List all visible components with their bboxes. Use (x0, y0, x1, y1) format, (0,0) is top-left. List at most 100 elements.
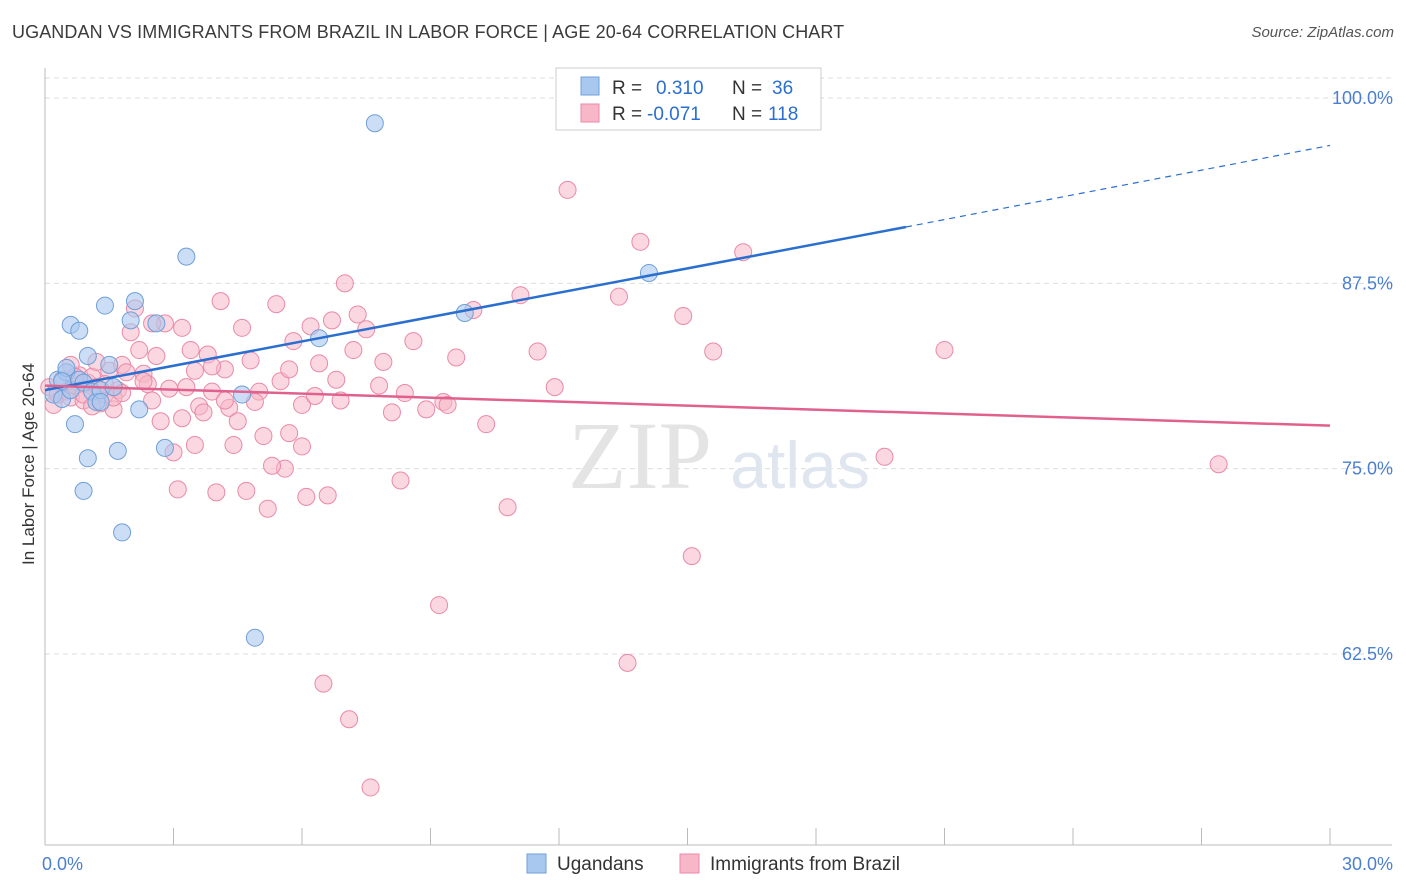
data-point-ugandans (121, 311, 140, 330)
data-point-brazil (233, 318, 252, 337)
data-point-brazil (314, 674, 333, 693)
data-point-brazil (293, 437, 311, 456)
data-point-brazil (477, 415, 496, 434)
data-point-ugandans (147, 314, 166, 333)
chart-title: UGANDAN VS IMMIGRANTS FROM BRAZIL IN LAB… (12, 22, 845, 42)
data-point-brazil (185, 435, 204, 454)
data-point-brazil (258, 499, 277, 518)
data-point-brazil (173, 409, 192, 428)
data-point-ugandans (95, 296, 114, 315)
legend-swatch-brazil (679, 853, 700, 874)
watermark: ZIP atlas (568, 402, 870, 509)
x-tick-label: 0.0% (42, 854, 83, 874)
stats-r-value-2: -0.071 (647, 104, 701, 125)
data-point-ugandans (108, 441, 127, 460)
data-point-brazil (322, 311, 341, 330)
data-point-brazil (404, 332, 423, 351)
data-point-brazil (147, 346, 166, 365)
data-point-brazil (327, 370, 346, 389)
watermark-atlas: atlas (730, 428, 869, 502)
stats-n-label-1: N = (732, 78, 762, 99)
data-point-brazil (609, 287, 628, 306)
data-point-ugandans (78, 346, 97, 365)
data-point-brazil (168, 480, 187, 499)
data-point-brazil (344, 341, 363, 360)
data-point-ugandans (245, 628, 264, 647)
data-point-brazil (228, 412, 247, 431)
data-point-ugandans (639, 263, 658, 282)
data-point-brazil (370, 376, 389, 395)
data-point-ugandans (100, 355, 119, 374)
data-point-brazil (211, 292, 230, 311)
legend-swatch-ugandans (526, 853, 547, 874)
stats-r-value-1: 0.310 (656, 78, 704, 99)
source-credit: Source: ZipAtlas.com (1251, 24, 1394, 41)
data-point-brazil (875, 447, 894, 466)
data-point-ugandans (65, 415, 84, 434)
stats-n-value-1: 36 (772, 78, 793, 99)
data-point-ugandans (70, 321, 89, 340)
data-point-brazil (130, 341, 149, 360)
data-point-brazil (417, 400, 436, 419)
data-point-brazil (1209, 455, 1228, 474)
data-point-brazil (293, 395, 311, 414)
watermark-zip: ZIP (568, 402, 712, 509)
data-point-brazil (185, 361, 204, 380)
data-point-brazil (181, 341, 200, 360)
data-point-brazil (318, 486, 337, 505)
data-point-ugandans (455, 303, 474, 322)
data-point-ugandans (365, 114, 384, 133)
legend-label-brazil: Immigrants from Brazil (710, 854, 900, 875)
tick-labels: 62.5% 75.0% 87.5% 100.0% 0.0% 30.0% (42, 88, 1393, 874)
data-point-ugandans (91, 392, 110, 411)
data-point-brazil (215, 391, 234, 410)
trendline-ugandans-extension (905, 144, 1331, 228)
data-point-brazil (558, 180, 577, 199)
data-point-brazil (335, 274, 354, 293)
data-point-brazil (430, 596, 449, 615)
data-point-ugandans (74, 481, 93, 500)
data-point-ugandans (155, 438, 174, 457)
data-point-brazil (143, 391, 162, 410)
stats-swatch-brazil (580, 103, 600, 123)
data-point-brazil (682, 547, 701, 566)
trendlines (44, 144, 1331, 427)
data-point-ugandans (78, 449, 97, 468)
data-point-brazil (361, 778, 380, 797)
data-point-brazil (438, 395, 457, 414)
trendline-brazil (44, 384, 1331, 427)
data-point-brazil (395, 384, 414, 403)
legend: Ugandans Immigrants from Brazil (526, 853, 900, 875)
y-axis-label: In Labor Force | Age 20-64 (19, 363, 38, 565)
data-point-brazil (382, 403, 401, 422)
data-point-brazil (348, 305, 367, 324)
data-point-brazil (263, 456, 282, 475)
data-point-ugandans (113, 523, 132, 542)
data-point-brazil (618, 653, 637, 672)
data-point-brazil (528, 342, 547, 361)
data-point-brazil (267, 295, 286, 314)
stats-r-label-1: R = (612, 78, 642, 99)
data-point-brazil (134, 372, 153, 391)
stats-n-value-2: 118 (768, 104, 798, 125)
y-tick-label: 100.0% (1332, 88, 1393, 108)
data-point-brazil (280, 424, 299, 443)
data-point-brazil (374, 352, 393, 371)
stats-n-label-2: N = (732, 104, 762, 125)
x-tick-label: 30.0% (1342, 854, 1393, 874)
data-point-brazil (631, 232, 650, 251)
data-point-brazil (340, 710, 359, 729)
data-point-brazil (297, 487, 316, 506)
y-tick-label: 75.0% (1342, 459, 1393, 479)
y-tick-label: 87.5% (1342, 273, 1393, 293)
data-point-brazil (237, 481, 256, 500)
data-point-ugandans (125, 292, 144, 311)
stats-box: R = 0.310 N = 36 R = -0.071 N = 118 (555, 67, 822, 131)
legend-label-ugandans: Ugandans (557, 854, 644, 875)
data-point-brazil (280, 360, 299, 379)
trendline-ugandans (44, 225, 907, 392)
data-point-brazil (194, 403, 213, 422)
data-point-brazil (704, 342, 723, 361)
data-point-brazil (207, 483, 226, 502)
